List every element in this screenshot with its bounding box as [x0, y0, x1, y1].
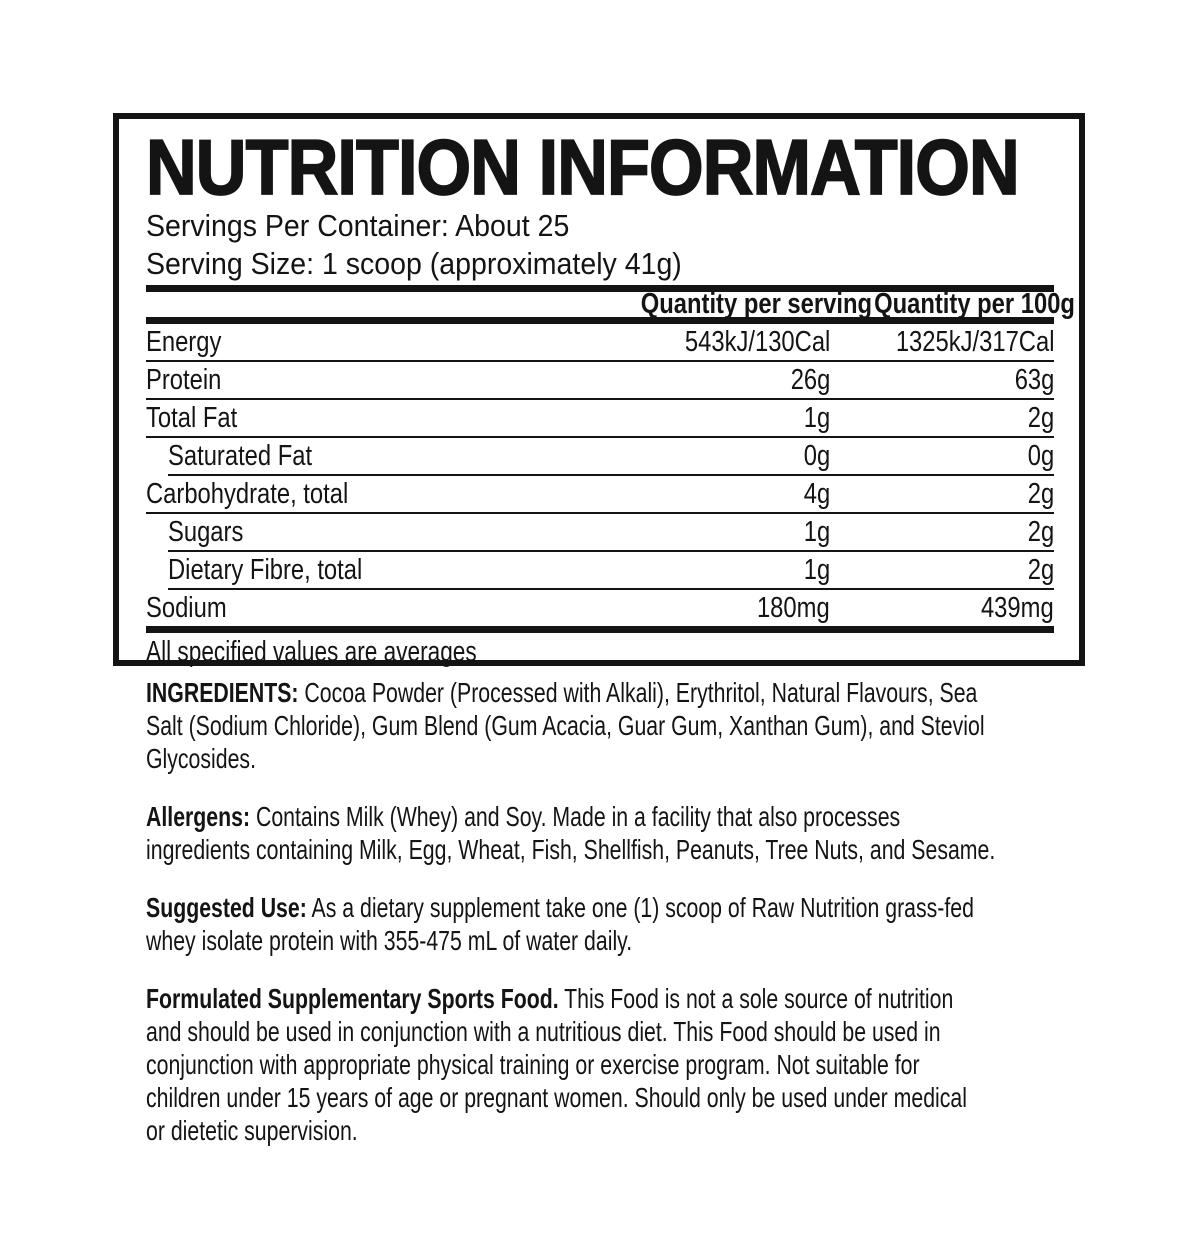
table-bottom-rule [146, 626, 1054, 633]
section-allergens: Allergens: Contains Milk (Whey) and Soy.… [146, 800, 1104, 866]
nutrient-row-carbohydrate: Carbohydrate, total 4g 2g [146, 476, 1054, 512]
value-per-100g: 2g [1027, 402, 1054, 434]
value-per-serving: 1g [803, 554, 830, 586]
section-ingredients: INGREDIENTS: Cocoa Powder (Processed wit… [146, 676, 1104, 775]
value-per-serving: 26g [790, 364, 830, 396]
nutrient-label: Sodium [146, 592, 227, 624]
value-per-serving: 0g [803, 440, 830, 472]
section-label: INGREDIENTS: [146, 677, 299, 708]
table-header-underline-rule [146, 317, 1054, 324]
section-text: As a dietary supplement take one (1) sco… [146, 892, 974, 956]
panel-title: NUTRITION INFORMATION [145, 123, 1020, 211]
nutrient-row-sugars: Sugars 1g 2g [146, 514, 1054, 550]
value-per-serving: 543kJ/130Cal [684, 326, 830, 358]
nutrient-label: Saturated Fat [168, 440, 313, 472]
section-label: Formulated Supplementary Sports Food. [146, 983, 559, 1014]
quantity-per-100g-header: Quantity per 100g [874, 288, 1075, 320]
row-separator [146, 436, 1054, 438]
nutrient-label: Carbohydrate, total [146, 478, 349, 510]
nutrient-row-protein: Protein 26g 63g [146, 362, 1054, 398]
row-separator [146, 512, 1054, 514]
nutrient-row-dietary-fibre: Dietary Fibre, total 1g 2g [146, 552, 1054, 588]
section-suggested-use: Suggested Use: As a dietary supplement t… [146, 891, 1104, 957]
averages-footnote: All specified values are averages [146, 636, 477, 668]
nutrient-label: Dietary Fibre, total [168, 554, 363, 586]
section-text: Cocoa Powder (Processed with Alkali), Er… [146, 677, 985, 774]
table-header-row: Quantity per serving Quantity per 100g [146, 290, 1075, 319]
table-top-rule [146, 285, 1054, 292]
section-text: This Food is not a sole source of nutrit… [146, 983, 967, 1146]
nutrient-label: Energy [146, 326, 222, 358]
nutrient-label: Protein [146, 364, 222, 396]
header-cell-per-serving: Quantity per serving [590, 290, 872, 319]
value-per-100g: 1325kJ/317Cal [895, 326, 1054, 358]
section-label: Allergens: [146, 801, 251, 832]
row-separator [146, 398, 1054, 400]
servings-per-container-line: Servings Per Container: About 25 [146, 208, 570, 243]
serving-size-line: Serving Size: 1 scoop (approximately 41g… [146, 246, 682, 281]
value-per-100g: 2g [1027, 554, 1054, 586]
value-per-serving: 180mg [757, 592, 830, 624]
row-separator [168, 550, 1054, 552]
value-per-100g: 2g [1027, 478, 1054, 510]
row-separator [168, 474, 1054, 476]
value-per-100g: 63g [1014, 364, 1054, 396]
nutrition-information-panel: NUTRITION INFORMATION Servings Per Conta… [113, 113, 1085, 668]
nutrient-label: Total Fat [146, 402, 238, 434]
nutrient-row-energy: Energy 543kJ/130Cal 1325kJ/317Cal [146, 324, 1054, 360]
header-cell-per-100g: Quantity per 100g [830, 290, 1075, 319]
value-per-100g: 439mg [981, 592, 1054, 624]
row-separator [146, 360, 1054, 362]
section-label: Suggested Use: [146, 892, 307, 923]
nutrient-row-total-fat: Total Fat 1g 2g [146, 400, 1054, 436]
value-per-100g: 0g [1027, 440, 1054, 472]
nutrient-row-saturated-fat: Saturated Fat 0g 0g [146, 438, 1054, 474]
value-per-serving: 1g [803, 516, 830, 548]
label-text-sections: INGREDIENTS: Cocoa Powder (Processed wit… [146, 676, 1200, 1172]
section-text: Contains Milk (Whey) and Soy. Made in a … [146, 801, 996, 865]
value-per-serving: 4g [803, 478, 830, 510]
quantity-per-serving-header: Quantity per serving [640, 288, 873, 320]
nutrient-label: Sugars [168, 516, 244, 548]
row-separator [168, 588, 1054, 590]
value-per-100g: 2g [1027, 516, 1054, 548]
nutrient-row-sodium: Sodium 180mg 439mg [146, 590, 1054, 626]
section-formulated-food: Formulated Supplementary Sports Food. Th… [146, 982, 1104, 1147]
value-per-serving: 1g [803, 402, 830, 434]
